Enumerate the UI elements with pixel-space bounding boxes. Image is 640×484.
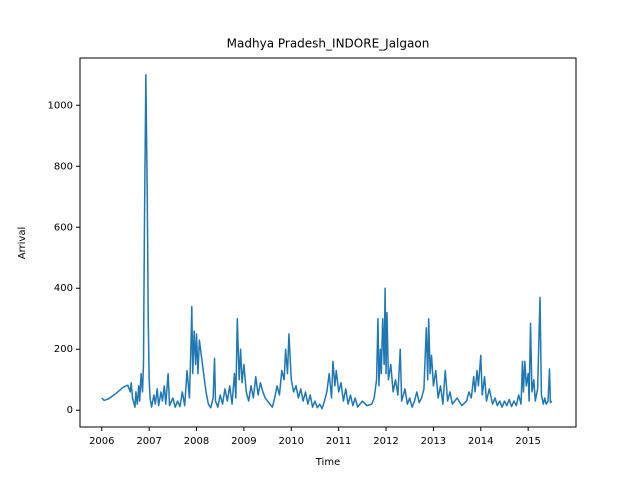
y-tick-label: 200 [54, 344, 73, 355]
data-line [101, 74, 553, 410]
x-tick-label: 2012 [373, 436, 398, 447]
chart-title: Madhya Pradesh_INDORE_Jalgaon [227, 37, 430, 51]
x-axis-label: Time [315, 457, 340, 468]
x-tick-label: 2010 [279, 436, 304, 447]
x-tick-label: 2008 [184, 436, 209, 447]
x-tick-label: 2015 [515, 436, 540, 447]
x-tick-label: 2009 [231, 436, 256, 447]
plot-frame [79, 57, 577, 428]
y-tick-label: 800 [54, 161, 73, 172]
y-axis-label: Arrival [17, 227, 28, 260]
x-tick-label: 2011 [326, 436, 351, 447]
y-tick-label: 0 [67, 405, 73, 416]
x-tick-label: 2006 [89, 436, 114, 447]
x-tick-label: 2007 [136, 436, 161, 447]
x-tick-label: 2013 [421, 436, 446, 447]
y-tick-label: 400 [54, 283, 73, 294]
x-tick-label: 2014 [468, 436, 493, 447]
y-tick-label: 1000 [48, 100, 73, 111]
y-tick-label: 600 [54, 222, 73, 233]
